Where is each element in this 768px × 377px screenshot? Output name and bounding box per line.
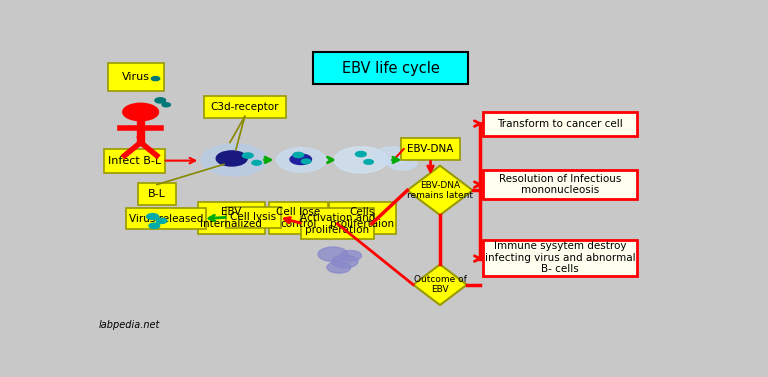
Text: B-L: B-L [148,189,166,199]
Circle shape [201,144,266,176]
FancyBboxPatch shape [204,97,286,118]
Circle shape [356,152,366,157]
Text: Resolution of Infectious
mononucleosis: Resolution of Infectious mononucleosis [499,174,621,195]
Text: Transform to cancer cell: Transform to cancer cell [498,120,623,129]
Circle shape [162,103,170,107]
Text: Immune sysytem destroy
infecting virus and abnormal
B- cells: Immune sysytem destroy infecting virus a… [485,241,636,274]
Circle shape [364,159,373,164]
FancyBboxPatch shape [484,170,637,199]
FancyBboxPatch shape [301,208,374,239]
Circle shape [327,262,351,273]
Circle shape [151,77,160,81]
Circle shape [318,247,348,262]
Circle shape [155,98,166,103]
FancyBboxPatch shape [198,202,265,234]
Text: Virus released: Virus released [129,214,203,224]
Circle shape [243,153,253,158]
Circle shape [334,147,388,173]
FancyBboxPatch shape [329,202,396,234]
Circle shape [293,152,303,158]
FancyBboxPatch shape [313,52,468,84]
Circle shape [387,156,417,170]
Text: EBV-DNA: EBV-DNA [407,144,454,154]
Text: Outcome of
EBV: Outcome of EBV [414,275,466,294]
FancyBboxPatch shape [108,63,164,91]
FancyBboxPatch shape [127,208,206,229]
Circle shape [340,250,362,261]
Circle shape [332,255,358,268]
Text: Cells
prolifertaion: Cells prolifertaion [330,207,395,229]
Circle shape [147,214,158,219]
Text: EBV-DNA
remains latent: EBV-DNA remains latent [407,181,473,200]
FancyBboxPatch shape [226,207,281,228]
Text: Cell lose
control: Cell lose control [276,207,320,229]
FancyBboxPatch shape [104,149,165,173]
Circle shape [217,151,247,166]
FancyBboxPatch shape [484,112,637,136]
FancyBboxPatch shape [484,240,637,276]
Circle shape [123,103,158,121]
Circle shape [375,147,410,164]
Text: C3d-receptor: C3d-receptor [210,102,279,112]
FancyBboxPatch shape [138,184,176,205]
Circle shape [290,154,312,164]
Text: Infect B-L: Infect B-L [108,156,161,166]
Text: labpedia.net: labpedia.net [99,320,161,330]
Text: Activation and
proliferation: Activation and proliferation [300,213,375,234]
Circle shape [156,218,167,224]
Circle shape [276,148,326,172]
Circle shape [149,223,160,228]
FancyBboxPatch shape [402,138,460,159]
Text: EBV
Internalized: EBV Internalized [200,207,263,229]
Polygon shape [407,166,473,215]
Circle shape [252,161,261,165]
Circle shape [301,159,311,164]
Polygon shape [413,264,467,305]
Text: Virus: Virus [122,72,151,82]
Text: Cell lysis: Cell lysis [230,212,276,222]
Text: EBV life cycle: EBV life cycle [342,61,439,76]
FancyBboxPatch shape [270,202,327,234]
